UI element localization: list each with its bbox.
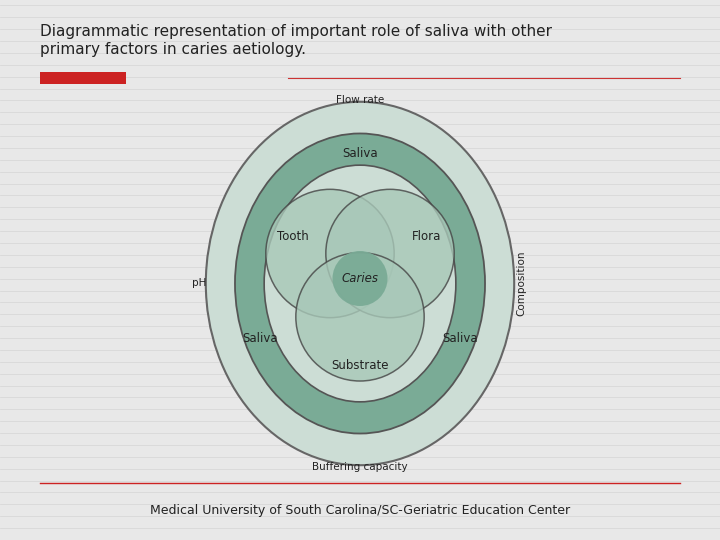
Text: Flow rate: Flow rate (336, 95, 384, 105)
Text: Buffering capacity: Buffering capacity (312, 462, 408, 472)
Text: Caries: Caries (341, 272, 379, 285)
Text: Flora: Flora (412, 231, 441, 244)
Circle shape (266, 190, 394, 318)
Ellipse shape (264, 165, 456, 402)
Bar (40, 72, 126, 84)
Text: Substrate: Substrate (331, 359, 389, 372)
Circle shape (296, 253, 424, 381)
Text: Diagrammatic representation of important role of saliva with other
primary facto: Diagrammatic representation of important… (40, 24, 552, 57)
Circle shape (333, 251, 387, 306)
Ellipse shape (206, 102, 514, 465)
Ellipse shape (235, 133, 485, 434)
Text: Composition: Composition (517, 251, 527, 316)
Text: pH: pH (192, 279, 207, 288)
Text: Tooth: Tooth (277, 231, 309, 244)
Text: Medical University of South Carolina/SC-Geriatric Education Center: Medical University of South Carolina/SC-… (150, 504, 570, 517)
Circle shape (326, 190, 454, 318)
Text: Saliva: Saliva (442, 332, 478, 345)
Text: Saliva: Saliva (242, 332, 278, 345)
Text: Saliva: Saliva (342, 147, 378, 160)
